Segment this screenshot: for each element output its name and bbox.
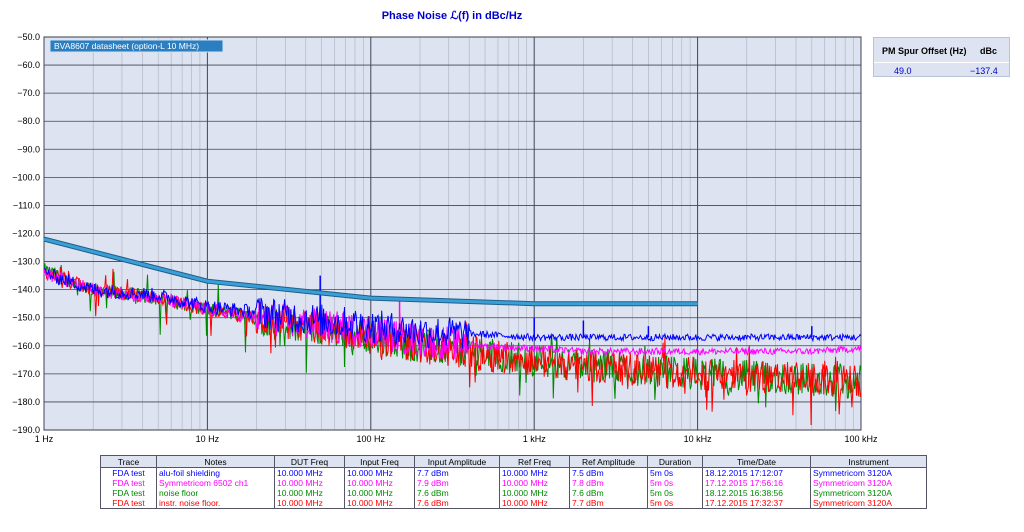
trace-cell: 7.6 dBm	[414, 498, 500, 509]
y-tick-label: −50.0	[17, 32, 40, 42]
y-tick-label: −70.0	[17, 88, 40, 98]
trace-table-header: Instrument	[810, 455, 927, 468]
series-line	[44, 267, 862, 349]
y-tick-label: −90.0	[17, 144, 40, 154]
trace-row[interactable]: FDA test instr. noise floor. 10.000 MHz 10.…	[100, 498, 927, 509]
trace-cell: 10.000 MHz	[499, 478, 570, 488]
trace-cell: noise floor	[156, 488, 275, 498]
y-tick-label: −190.0	[12, 425, 40, 435]
y-tick-label: −100.0	[12, 172, 40, 182]
series-line	[43, 268, 862, 359]
trace-cell: 7.6 dBm	[414, 488, 500, 498]
trace-cell: 5m 0s	[647, 467, 703, 478]
trace-cell: Symmetricom 3120A	[810, 488, 927, 498]
spur-divider	[874, 62, 1009, 63]
x-tick-label: 10 kHz	[684, 434, 713, 444]
trace-table-header: Ref Freq	[499, 455, 570, 468]
x-tick-label: 100 kHz	[844, 434, 878, 444]
trace-cell: 10.000 MHz	[344, 498, 415, 509]
trace-cell: Symmetricom 3120A	[810, 478, 927, 488]
trace-cell: 10.000 MHz	[274, 498, 345, 509]
spur-table: PM Spur Offset (Hz) dBc 49.0 −137.4	[873, 37, 1010, 77]
trace-cell: 17.12.2015 17:32:37	[702, 498, 811, 509]
spur-offset-header: PM Spur Offset (Hz)	[882, 46, 967, 56]
spur-dbc-header: dBc	[980, 46, 998, 56]
trace-row[interactable]: FDA test alu-foil shielding 10.000 MHz 10.0…	[100, 467, 927, 478]
x-tick-label: 10 Hz	[196, 434, 220, 444]
trace-cell: 18.12.2015 17:12:07	[702, 467, 811, 478]
y-tick-label: −180.0	[12, 397, 40, 407]
trace-cell: 18.12.2015 16:38:56	[702, 488, 811, 498]
trace-cell: 7.7 dBm	[569, 498, 648, 509]
reference-legend-label: BVA8607 datasheet (option-L 10 MHz)	[54, 41, 199, 51]
trace-table-header: Input Amplitude	[414, 455, 500, 468]
trace-cell: 7.7 dBm	[414, 467, 500, 478]
trace-table-header: Input Freq	[344, 455, 415, 468]
trace-table-header: Trace	[100, 455, 157, 468]
trace-cell: 10.000 MHz	[274, 478, 345, 488]
reference-legend	[49, 39, 224, 53]
y-tick-label: −80.0	[17, 116, 40, 126]
trace-cell: 10.000 MHz	[499, 498, 570, 509]
spur-dbc-value: −137.4	[970, 66, 998, 76]
trace-cell: 10.000 MHz	[499, 488, 570, 498]
trace-table: Trace Notes DUT Freq Input Freq Input Amplit…	[100, 455, 927, 509]
trace-cell: 10.000 MHz	[499, 467, 570, 478]
trace-table-header: Duration	[647, 455, 703, 468]
x-tick-label: 1 kHz	[523, 434, 547, 444]
series-line	[43, 266, 862, 426]
trace-cell: 5m 0s	[647, 478, 703, 488]
trace-cell: FDA test	[100, 488, 157, 498]
trace-table-header: Notes	[156, 455, 275, 468]
trace-cell: 10.000 MHz	[274, 467, 345, 478]
x-tick-label: 100 Hz	[357, 434, 386, 444]
trace-cell: instr. noise floor.	[156, 498, 275, 509]
trace-cell: Symmetricom 3120A	[810, 467, 927, 478]
trace-cell: 5m 0s	[647, 488, 703, 498]
trace-table-header: Ref Amplitude	[569, 455, 648, 468]
y-tick-label: −120.0	[12, 229, 40, 239]
trace-cell: 10.000 MHz	[274, 488, 345, 498]
trace-cell: 7.8 dBm	[569, 478, 648, 488]
trace-row[interactable]: FDA test Symmetricom 6502 ch1 10.000 MHz 10…	[100, 478, 927, 488]
trace-cell: FDA test	[100, 467, 157, 478]
trace-cell: 5m 0s	[647, 498, 703, 509]
x-tick-label: 1 Hz	[35, 434, 54, 444]
trace-cell: Symmetricom 3120A	[810, 498, 927, 509]
y-tick-label: −170.0	[12, 369, 40, 379]
reference-trace	[43, 237, 698, 306]
y-tick-label: −60.0	[17, 60, 40, 70]
trace-table-header: DUT Freq	[274, 455, 345, 468]
phase-noise-plot[interactable]: 1 Hz 10 Hz 100 Hz 1 kHz 10 kHz 100 kHz −50.0 −6…	[0, 0, 1024, 455]
trace-row[interactable]: FDA test noise floor 10.000 MHz 10.000 MHz 7…	[100, 488, 927, 498]
trace-cell: 7.6 dBm	[569, 488, 648, 498]
y-tick-label: −150.0	[12, 313, 40, 323]
trace-cell: 10.000 MHz	[344, 467, 415, 478]
y-tick-label: −110.0	[13, 200, 40, 210]
trace-cell: 7.9 dBm	[414, 478, 500, 488]
trace-cell: FDA test	[100, 498, 157, 509]
trace-cell: 10.000 MHz	[344, 488, 415, 498]
trace-table-header: Time/Date	[702, 455, 811, 468]
spur-offset-value: 49.0	[894, 66, 912, 76]
trace-cell: Symmetricom 6502 ch1	[156, 478, 275, 488]
y-tick-label: −130.0	[12, 257, 40, 267]
trace-cell: FDA test	[100, 478, 157, 488]
trace-cell: 7.5 dBm	[569, 467, 648, 478]
trace-cell: 10.000 MHz	[344, 478, 415, 488]
y-tick-label: −140.0	[12, 285, 40, 295]
trace-cell: 17.12.2015 17:56:16	[702, 478, 811, 488]
chart-title: Phase Noise ℒ(f) in dBc/Hz	[381, 10, 523, 22]
trace-cell: alu-foil shielding	[156, 467, 275, 478]
y-tick-label: −160.0	[12, 341, 40, 351]
